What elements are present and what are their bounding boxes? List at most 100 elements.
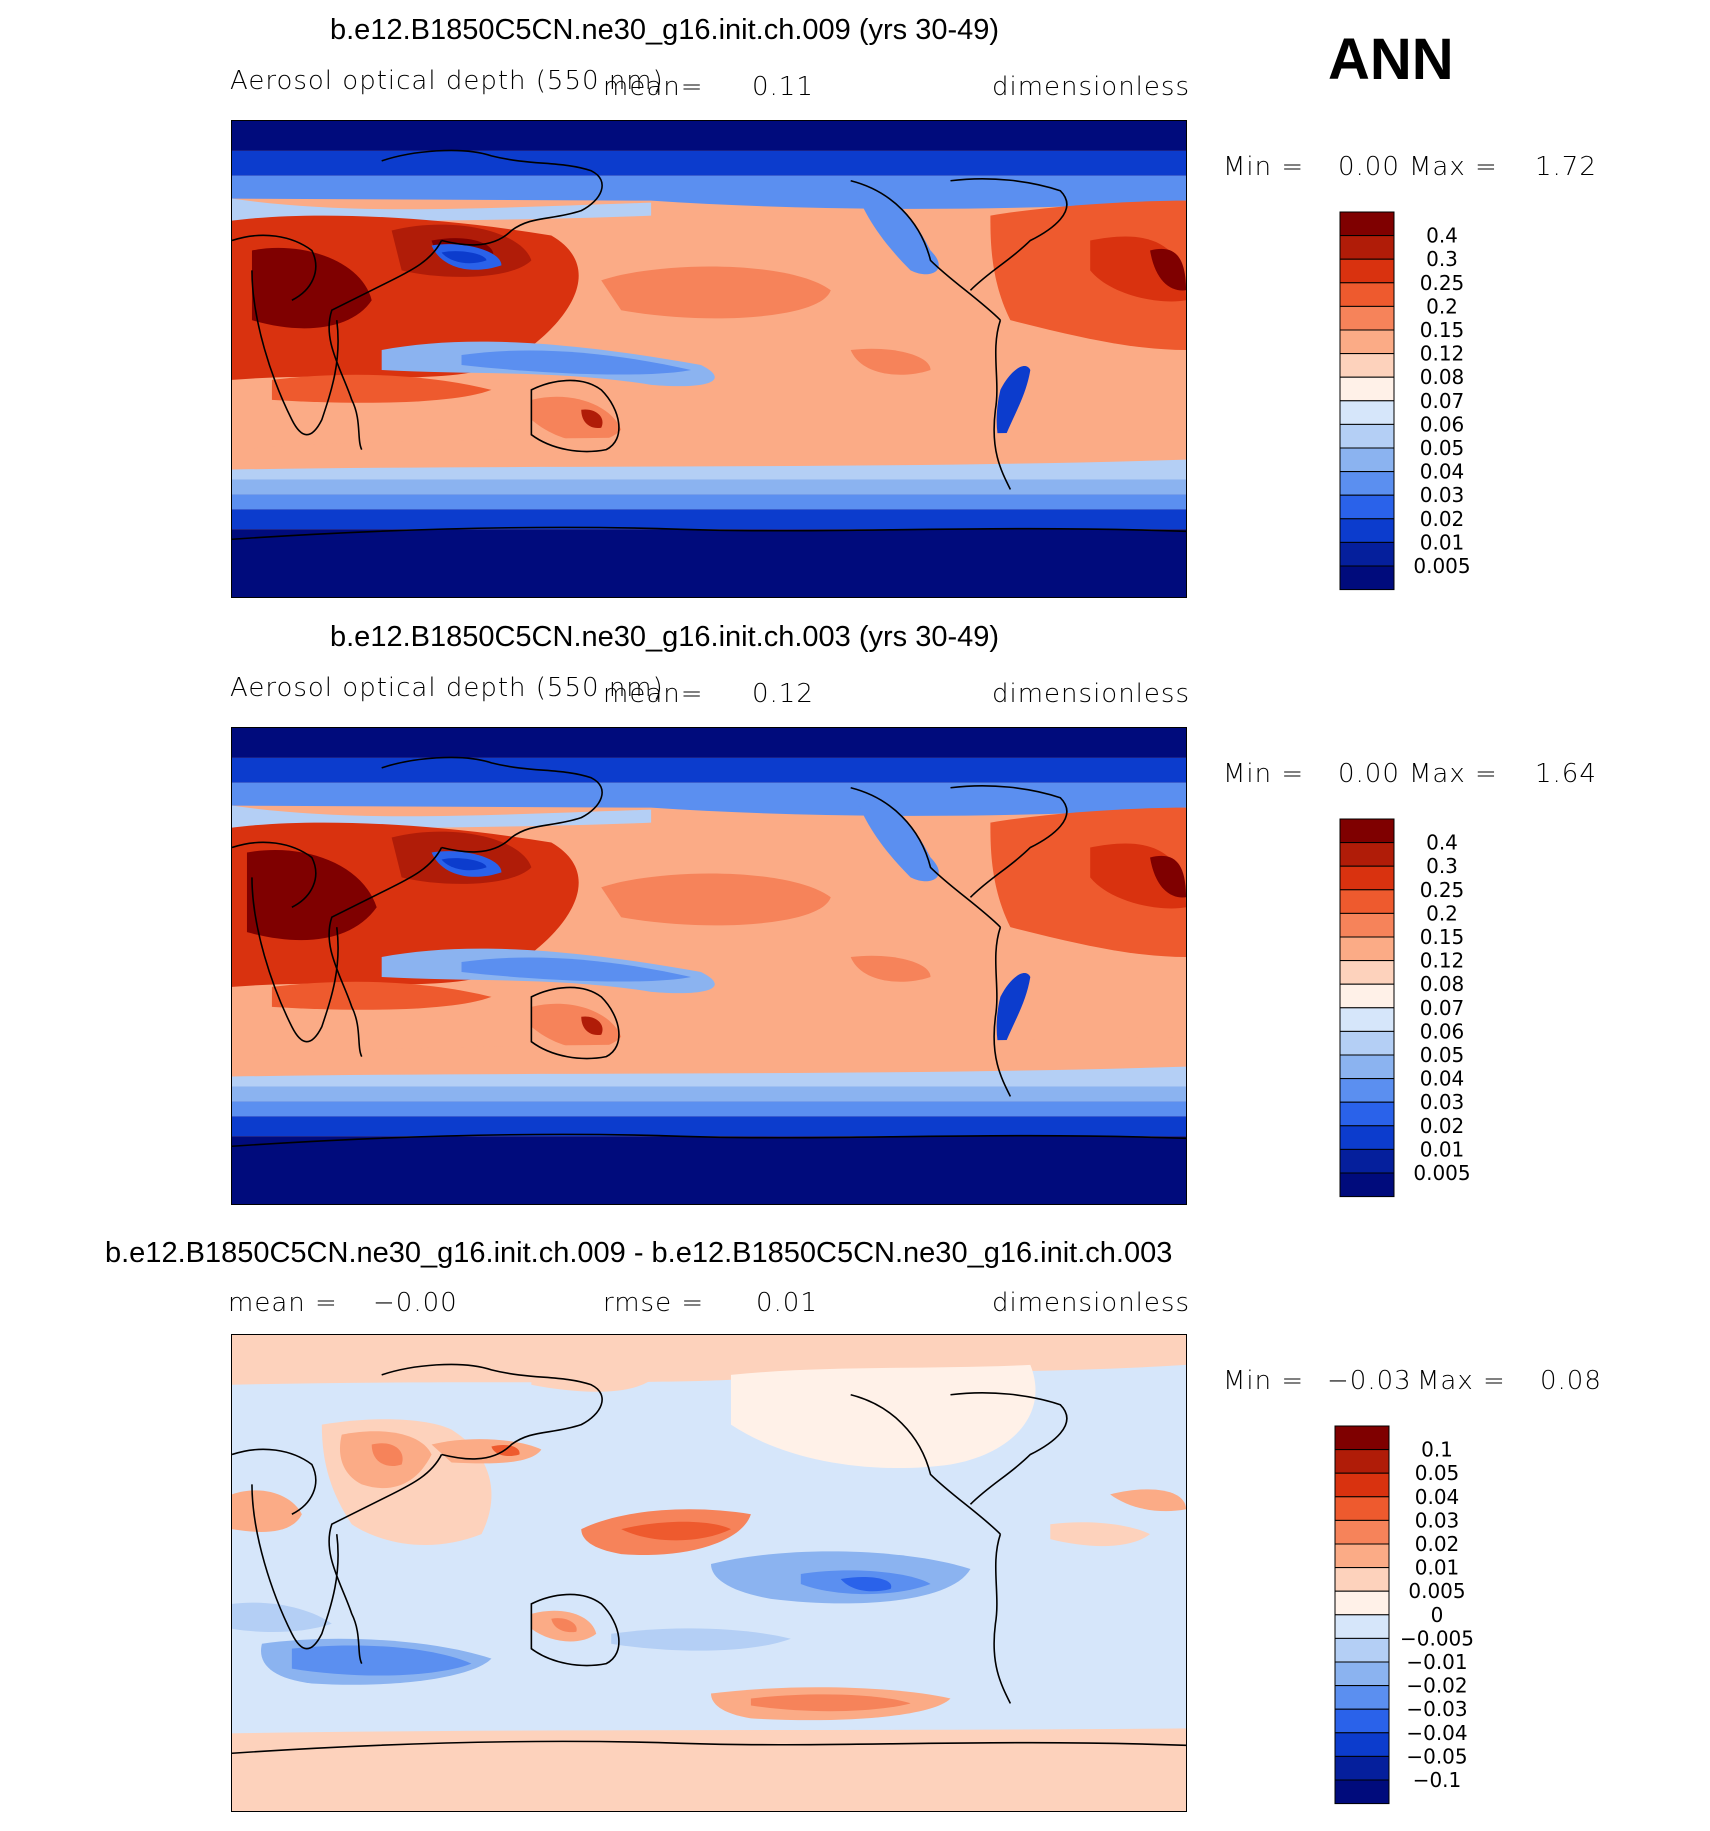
panel3-mean-value: −0.00 [373, 1288, 458, 1318]
panel1-mean-value: 0.11 [752, 72, 814, 102]
panel2-variable: Aerosol optical depth (550 nm) [230, 673, 664, 703]
colorbar-box [1334, 1425, 1390, 1451]
colorbar-box [1339, 1054, 1395, 1080]
colorbar-tick-label: 0.03 [1415, 1508, 1460, 1532]
colorbar-tick-label: 0 [1431, 1603, 1444, 1627]
colorbar-tick-label: 0.15 [1420, 925, 1465, 949]
colorbar-box [1339, 376, 1395, 402]
colorbar-box [1334, 1543, 1390, 1569]
colorbar-box [1339, 400, 1395, 425]
colorbar-box [1339, 518, 1395, 543]
colorbar-tick-label: 0.03 [1420, 483, 1465, 507]
panel2-mean-value: 0.12 [752, 679, 814, 709]
panel3-min-label: Min = [1223, 1366, 1305, 1396]
panel2-min-label: Min = [1223, 759, 1305, 789]
colorbar-box [1339, 1078, 1395, 1103]
colorbar-box [1339, 565, 1395, 591]
colorbar-box [1334, 1449, 1390, 1474]
colorbar-box [1334, 1755, 1390, 1781]
colorbar-tick-label: 0.01 [1420, 530, 1465, 554]
panel3-max-label: Max = [1417, 1366, 1506, 1396]
colorbar-tick-label: 0.03 [1420, 1090, 1465, 1114]
colorbar-tick-label: 0.2 [1426, 294, 1458, 318]
panel1-title: b.e12.B1850C5CN.ne30_g16.init.ch.009 (yr… [330, 14, 1000, 46]
panel2-title: b.e12.B1850C5CN.ne30_g16.init.ch.003 (yr… [330, 621, 1000, 653]
colorbar-box [1339, 211, 1395, 237]
colorbar-tick-label: 0.005 [1413, 554, 1470, 578]
colorbar-tick-label: 0.2 [1426, 901, 1458, 925]
colorbar-tick-label: 0.12 [1420, 342, 1465, 366]
colorbar-tick-label: 0.25 [1420, 878, 1465, 902]
colorbar-box [1339, 235, 1395, 260]
panel1-max-label: Max = [1409, 152, 1498, 182]
colorbar-tick-label: −0.01 [1406, 1650, 1467, 1674]
panel3-rmse-label: rmse = [603, 1288, 705, 1318]
colorbar-box [1339, 471, 1395, 496]
panel1-min-label: Min = [1223, 152, 1305, 182]
colorbar-box [1339, 353, 1395, 378]
colorbar-box [1339, 1007, 1395, 1032]
colorbar-tick-label: −0.005 [1400, 1626, 1474, 1650]
panel3-min-value: −0.03 [1327, 1366, 1412, 1396]
colorbar-box [1339, 1148, 1395, 1174]
colorbar-box [1339, 960, 1395, 985]
colorbar-box [1334, 1732, 1390, 1757]
colorbar-tick-label: 0.02 [1420, 507, 1465, 531]
colorbar-box [1339, 1125, 1395, 1150]
colorbar-tick-label: 0.02 [1420, 1114, 1465, 1138]
colorbar-box [1339, 541, 1395, 567]
panel3-max-value: 0.08 [1540, 1366, 1602, 1396]
colorbar-box [1339, 1101, 1395, 1127]
colorbar-tick-label: 0.05 [1420, 1043, 1465, 1067]
colorbar-tick-label: 0.07 [1420, 996, 1465, 1020]
colorbar-tick-label: −0.03 [1406, 1697, 1467, 1721]
colorbar-box [1339, 818, 1395, 844]
colorbar-box [1334, 1661, 1390, 1687]
colorbar-tick-label: 0.08 [1420, 365, 1465, 389]
colorbar-box [1339, 842, 1395, 867]
colorbar-box [1334, 1779, 1390, 1805]
panel2-units: dimensionless [992, 679, 1190, 709]
colorbar-box [1339, 889, 1395, 914]
colorbar-tick-label: 0.04 [1415, 1485, 1460, 1509]
colorbar-box [1339, 329, 1395, 355]
colorbar-tick-label: 0.25 [1420, 271, 1465, 295]
colorbar-tick-label: −0.04 [1406, 1721, 1467, 1745]
colorbar-box [1339, 423, 1395, 449]
panel3-units: dimensionless [992, 1288, 1190, 1318]
panel1-mean-label: mean= [603, 72, 704, 102]
panel2-mean-label: mean= [603, 679, 704, 709]
colorbar-box [1334, 1519, 1390, 1545]
panel3-title: b.e12.B1850C5CN.ne30_g16.init.ch.009 - b… [105, 1237, 1173, 1269]
colorbar-box [1334, 1637, 1390, 1663]
panel1-variable: Aerosol optical depth (550 nm) [230, 66, 664, 96]
colorbar-tick-label: 0.005 [1408, 1579, 1465, 1603]
colorbar-box [1339, 936, 1395, 962]
colorbar-tick-label: 0.04 [1420, 460, 1465, 484]
colorbar-box [1339, 282, 1395, 307]
colorbar-tick-label: −0.05 [1406, 1744, 1467, 1768]
colorbar-tick-label: 0.08 [1420, 972, 1465, 996]
colorbar-box [1339, 912, 1395, 938]
panel2-map [231, 727, 1187, 1205]
season-label: ANN [1328, 27, 1454, 92]
colorbar-box [1339, 1172, 1395, 1198]
colorbar-box [1339, 865, 1395, 891]
panel2-colorbar: 0.4 0.3 0.25 0.2 0.15 0.12 0.08 0.07 0.06 0.05 0.0… [1339, 818, 1490, 1199]
colorbar-tick-label: 0.02 [1415, 1532, 1460, 1556]
colorbar-box [1334, 1590, 1390, 1616]
colorbar-box [1339, 258, 1395, 284]
colorbar-box [1339, 447, 1395, 473]
colorbar-tick-label: 0.01 [1420, 1137, 1465, 1161]
panel1-max-value: 1.72 [1535, 152, 1597, 182]
colorbar-tick-label: 0.4 [1426, 224, 1458, 248]
colorbar-tick-label: −0.02 [1406, 1674, 1467, 1698]
colorbar-tick-label: −0.1 [1413, 1768, 1462, 1792]
panel1-colorbar: 0.4 0.3 0.25 0.2 0.15 0.12 0.08 0.07 0.06 0.05 0.0… [1339, 211, 1490, 592]
panel2-max-value: 1.64 [1535, 759, 1597, 789]
panel2-max-label: Max = [1409, 759, 1498, 789]
colorbar-tick-label: 0.3 [1426, 854, 1458, 878]
panel1-units: dimensionless [992, 72, 1190, 102]
panel1-min-value: 0.00 [1338, 152, 1400, 182]
colorbar-box [1339, 1030, 1395, 1056]
